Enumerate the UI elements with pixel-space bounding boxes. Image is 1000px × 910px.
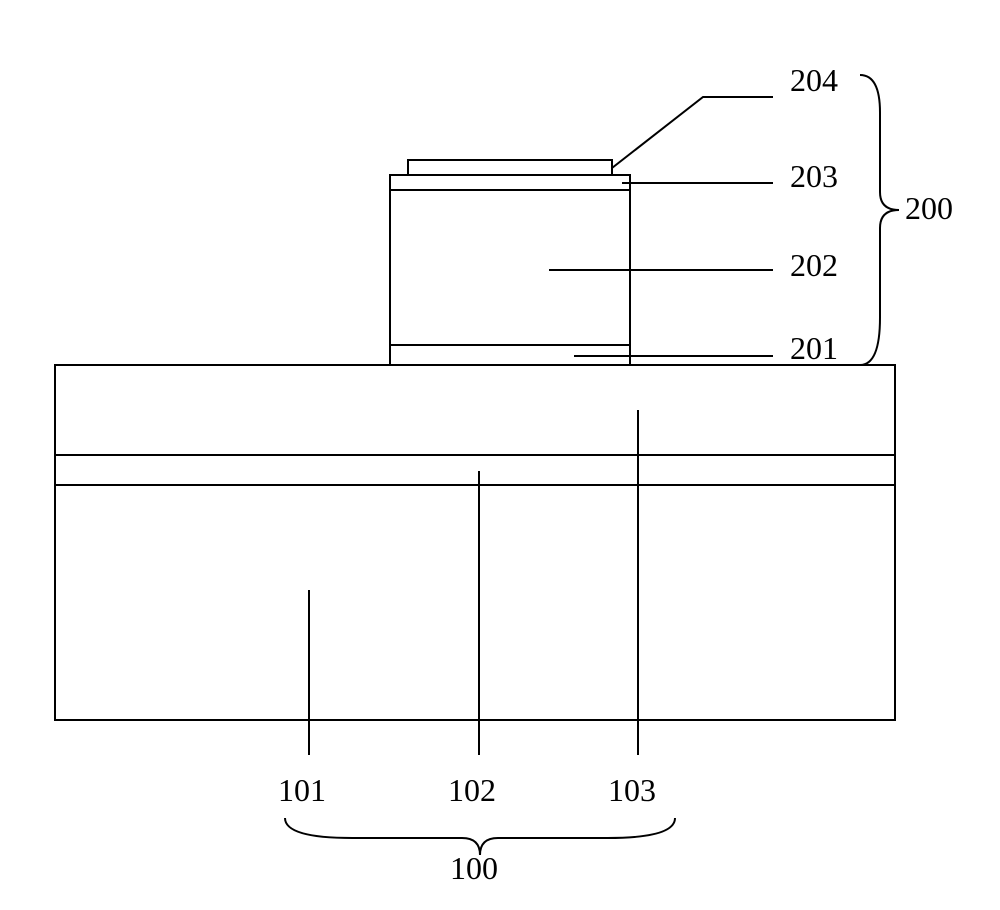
diagram-svg <box>0 0 1000 910</box>
layer-202 <box>390 190 630 345</box>
layer-103 <box>55 365 895 455</box>
callout-line-204 <box>612 97 773 168</box>
leader-label-102: 102 <box>448 772 496 809</box>
leader-label-101: 101 <box>278 772 326 809</box>
semiconductor-cross-section-diagram: 204 203 202 201 200 101 102 103 100 <box>0 0 1000 910</box>
callout-label-202: 202 <box>790 247 838 284</box>
brace-label-200: 200 <box>905 190 953 227</box>
callout-label-203: 203 <box>790 158 838 195</box>
layer-102 <box>55 455 895 485</box>
brace-label-100: 100 <box>450 850 498 887</box>
layer-101 <box>55 485 895 720</box>
leader-label-103: 103 <box>608 772 656 809</box>
layer-204 <box>408 160 612 175</box>
callout-label-201: 201 <box>790 330 838 367</box>
brace-200 <box>860 75 899 365</box>
layer-203 <box>390 175 630 190</box>
callout-label-204: 204 <box>790 62 838 99</box>
